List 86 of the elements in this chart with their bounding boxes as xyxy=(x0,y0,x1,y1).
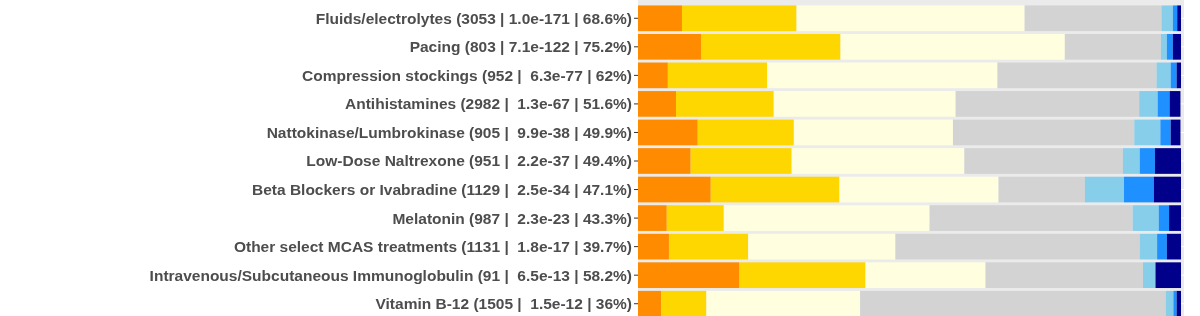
bar xyxy=(1170,119,1181,146)
bar xyxy=(700,33,841,60)
bar xyxy=(1169,205,1181,231)
bar xyxy=(767,62,998,89)
bar xyxy=(1155,262,1181,289)
bar xyxy=(1064,33,1161,60)
y-tick-label: Low-Dose Naltrexone (951 | 2.2e-37 | 49.4%) xyxy=(306,152,632,170)
bar xyxy=(1176,290,1181,316)
bar xyxy=(1139,148,1155,174)
bar xyxy=(860,290,1166,316)
bar xyxy=(1154,148,1181,174)
bar xyxy=(1158,205,1170,231)
bar xyxy=(1160,119,1171,146)
bar xyxy=(667,62,768,89)
bar xyxy=(1172,33,1181,60)
bar xyxy=(1161,5,1173,32)
bar xyxy=(985,262,1143,289)
bar xyxy=(638,91,677,117)
y-tick-label: Intravenous/Subcutaneous Immunoglobulin (91 | 6.5e-13 | 58.2%) xyxy=(149,266,632,284)
bar xyxy=(748,233,896,260)
bar xyxy=(723,205,930,231)
bar xyxy=(1139,91,1158,117)
bar xyxy=(1170,62,1177,89)
y-tick-label: Other select MCAS treatments (1131 | 1.8e-17 | 39.7%) xyxy=(233,238,632,256)
y-tick-label: Melatonin (987 | 2.3e-23 | 43.3%) xyxy=(392,209,632,227)
bar xyxy=(1157,233,1167,260)
bar xyxy=(1177,5,1181,32)
bar xyxy=(840,33,1065,60)
y-tick-label: Nattokinase/Lumbrokinase (905 | 9.9e-38 | 49.9%) xyxy=(266,123,632,141)
bar xyxy=(638,290,662,316)
y-tick-label: Antihistamines (2982 | 1.3e-67 | 51.6%) xyxy=(345,95,632,113)
bar xyxy=(690,148,792,174)
bar xyxy=(661,290,707,316)
bar xyxy=(666,205,724,231)
bar xyxy=(997,62,1157,89)
bar xyxy=(1157,91,1170,117)
bar xyxy=(638,233,669,260)
bar xyxy=(793,119,953,146)
bar xyxy=(638,5,682,32)
bar xyxy=(773,91,956,117)
bar xyxy=(1156,62,1171,89)
bar xyxy=(998,176,1085,203)
bar xyxy=(1160,33,1167,60)
bar xyxy=(955,91,1140,117)
bar xyxy=(638,119,698,146)
bar xyxy=(638,33,701,60)
bar xyxy=(1173,290,1177,316)
y-tick-label: Fluids/electrolytes (3053 | 1.0e-171 | 68.6%) xyxy=(315,9,632,27)
bar xyxy=(1153,176,1181,203)
bar xyxy=(638,176,711,203)
bar xyxy=(1122,148,1140,174)
bar xyxy=(638,62,668,89)
bar xyxy=(1139,233,1158,260)
bar xyxy=(839,176,999,203)
bar xyxy=(638,148,691,174)
bar xyxy=(1169,91,1181,117)
bar xyxy=(1024,5,1162,32)
y-tick-label: Compression stockings (952 | 6.3e-77 | 62%) xyxy=(302,66,632,84)
bar xyxy=(681,5,797,32)
y-tick-label: Vitamin B-12 (1505 | 1.5e-12 | 36%) xyxy=(375,295,632,313)
bar xyxy=(1134,119,1161,146)
bar xyxy=(1123,176,1154,203)
y-tick-label: Pacing (803 | 7.1e-122 | 75.2%) xyxy=(409,38,632,56)
bar xyxy=(697,119,794,146)
bar xyxy=(1084,176,1124,203)
bar xyxy=(676,91,774,117)
bar xyxy=(1132,205,1159,231)
bar xyxy=(865,262,986,289)
bar xyxy=(952,119,1135,146)
bar xyxy=(710,176,840,203)
bar xyxy=(1166,233,1181,260)
y-tick-label: Beta Blockers or Ivabradine (1129 | 2.5e-34 | 47.1%) xyxy=(251,180,632,198)
bar xyxy=(1166,33,1173,60)
bar xyxy=(638,262,740,289)
bar xyxy=(1172,5,1178,32)
bar xyxy=(796,5,1025,32)
bar xyxy=(668,233,749,260)
bar xyxy=(964,148,1123,174)
bar xyxy=(929,205,1133,231)
bar xyxy=(706,290,861,316)
bar xyxy=(1142,262,1156,289)
bar xyxy=(739,262,866,289)
bar xyxy=(638,205,667,231)
bar xyxy=(791,148,965,174)
bar xyxy=(1165,290,1174,316)
bar xyxy=(895,233,1140,260)
